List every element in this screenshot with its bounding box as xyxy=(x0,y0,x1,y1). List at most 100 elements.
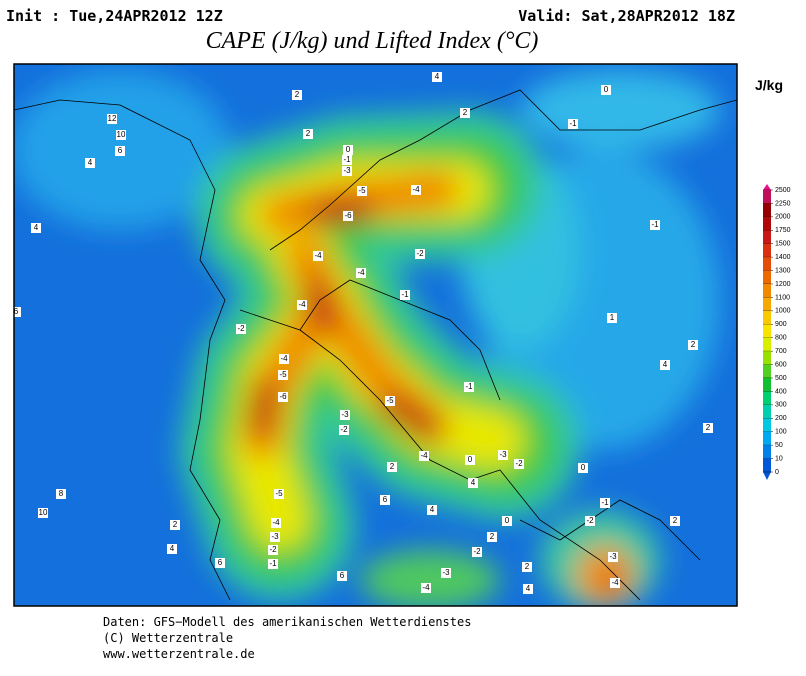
contour-label: 4 xyxy=(435,72,440,81)
colorbar-label: 10 xyxy=(775,455,783,462)
contour-label: -5 xyxy=(358,186,366,195)
contour-label: -4 xyxy=(422,583,430,592)
colorbar-label: 2500 xyxy=(775,187,791,194)
contour-label-box xyxy=(270,532,280,542)
contour-label-box xyxy=(460,108,470,118)
contour-label: -4 xyxy=(412,185,420,194)
contour-label: 1 xyxy=(610,313,615,322)
contour-label: 2 xyxy=(490,532,495,541)
contour-label-box xyxy=(167,544,177,554)
colorbar-label: 2000 xyxy=(775,214,791,221)
contour-label: 2 xyxy=(306,129,311,138)
contour-label: -2 xyxy=(237,324,245,333)
footer-line: Daten: GFS−Modell des amerikanischen Wet… xyxy=(103,615,471,629)
contour-label: 4 xyxy=(471,478,476,487)
contour-label: -3 xyxy=(271,532,279,541)
contour-label: -2 xyxy=(586,516,594,525)
contour-label: -2 xyxy=(515,459,523,468)
contour-label: 6 xyxy=(14,307,19,316)
contour-label-box xyxy=(703,423,713,433)
colorbar-label: 400 xyxy=(775,388,787,395)
contour-label: -3 xyxy=(499,450,507,459)
contour-label-box xyxy=(278,370,288,380)
title: CAPE (J/kg) und Lifted Index (°C) xyxy=(206,28,539,54)
contour-label-box xyxy=(568,119,578,129)
colorbar-segment xyxy=(763,257,771,271)
colorbar-segment xyxy=(763,270,771,284)
colorbar-segment xyxy=(763,184,771,190)
contour-label-box xyxy=(343,145,353,155)
contour-label-box xyxy=(297,300,307,310)
contour-label-box xyxy=(14,307,21,317)
contour-label-box xyxy=(274,489,284,499)
contour-label: -4 xyxy=(420,451,428,460)
colorbar-segment xyxy=(763,297,771,311)
contour-label-box xyxy=(268,545,278,555)
contour-label-box xyxy=(427,505,437,515)
contour-label: 4 xyxy=(430,505,435,514)
contour-label: 8 xyxy=(59,489,64,498)
contour-label-box xyxy=(601,85,611,95)
contour-label: 2 xyxy=(173,520,178,529)
colorbar-label: 1300 xyxy=(775,267,791,274)
contour-label-box xyxy=(268,559,278,569)
colorbar-label: 1750 xyxy=(775,227,791,234)
contour-label: 2 xyxy=(691,340,696,349)
contour-label-box xyxy=(292,90,302,100)
colorbar-label: 2250 xyxy=(775,200,791,207)
contour-label: -1 xyxy=(651,220,659,229)
colorbar-label: 700 xyxy=(775,348,787,355)
contour-label-box xyxy=(472,547,482,557)
contour-label: -1 xyxy=(343,155,351,164)
contour-label: -4 xyxy=(357,268,365,277)
footer-line: (C) Wetterzentrale xyxy=(103,631,233,645)
colorbar-segment xyxy=(763,284,771,298)
contour-label-box xyxy=(607,313,617,323)
colorbar-segment xyxy=(763,230,771,244)
contour-label-box xyxy=(465,455,475,465)
contour-label-box xyxy=(279,354,289,364)
contour-label-box xyxy=(610,578,620,588)
colorbar-label: 300 xyxy=(775,402,787,409)
valid-time: Valid: Sat,28APR2012 18Z xyxy=(518,7,735,25)
colorbar-segment xyxy=(763,418,771,432)
map-frame xyxy=(13,63,738,607)
colorbar-label: 500 xyxy=(775,375,787,382)
contour-label: 12 xyxy=(108,114,117,123)
contour-label: -2 xyxy=(269,545,277,554)
contour-label-box xyxy=(215,558,225,568)
contour-label: -1 xyxy=(601,498,609,507)
contour-label-box xyxy=(313,251,323,261)
contour-label: -2 xyxy=(340,425,348,434)
contour-label-box xyxy=(502,516,512,526)
colorbar-label: 900 xyxy=(775,321,787,328)
contour-label: -6 xyxy=(344,211,352,220)
legend-title: J/kg xyxy=(755,77,783,93)
contour-label-box xyxy=(115,146,125,156)
contour-label: 0 xyxy=(505,516,510,525)
colorbar-label: 100 xyxy=(775,429,787,436)
contour-label-box xyxy=(342,155,352,165)
contour-label: -5 xyxy=(279,370,287,379)
contour-label-box xyxy=(411,185,421,195)
contour-label: 4 xyxy=(526,584,531,593)
contour-label-box xyxy=(670,516,680,526)
contour-label: -1 xyxy=(465,382,473,391)
contour-label: -1 xyxy=(269,559,277,568)
contour-label: -4 xyxy=(314,251,322,260)
contour-label-box xyxy=(441,568,451,578)
colorbar-label: 1100 xyxy=(775,294,790,301)
colorbar-label: 1500 xyxy=(775,241,791,248)
colorbar-label: 1200 xyxy=(775,281,791,288)
contour-label: 4 xyxy=(663,360,668,369)
contour-label-box xyxy=(31,223,41,233)
colorbar-segment xyxy=(763,324,771,338)
contour-label-box xyxy=(498,450,508,460)
contour-label-box xyxy=(464,382,474,392)
contour-label: 10 xyxy=(117,130,126,139)
contour-label: -4 xyxy=(272,518,280,527)
contour-label-box xyxy=(56,489,66,499)
contour-label: -4 xyxy=(280,354,288,363)
